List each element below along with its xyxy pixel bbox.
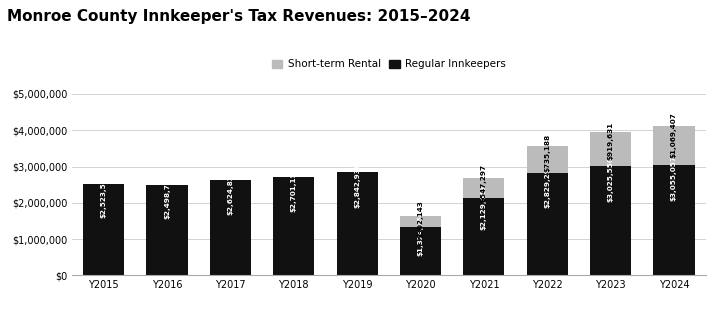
- Text: $1,069,407: $1,069,407: [671, 112, 677, 158]
- Bar: [526, 173, 568, 275]
- Bar: [526, 146, 568, 173]
- Text: $2,523,515: $2,523,515: [101, 172, 107, 218]
- Bar: [273, 177, 315, 275]
- Text: $2,701,157: $2,701,157: [291, 166, 297, 212]
- Bar: [590, 132, 631, 166]
- Text: $919,631: $919,631: [608, 121, 613, 160]
- Bar: [463, 198, 505, 275]
- Text: $2,498,758: $2,498,758: [164, 172, 170, 218]
- Text: $2,842,936: $2,842,936: [354, 162, 360, 208]
- Text: $735,188: $735,188: [544, 134, 550, 172]
- Text: $547,297: $547,297: [481, 164, 487, 202]
- Bar: [463, 178, 505, 198]
- Bar: [210, 180, 251, 275]
- Text: $302,143: $302,143: [418, 200, 423, 238]
- Bar: [83, 184, 125, 275]
- Bar: [653, 126, 695, 165]
- Legend: Short-term Rental, Regular Innkeepers: Short-term Rental, Regular Innkeepers: [268, 55, 510, 74]
- Bar: [336, 172, 378, 275]
- Text: $2,829,297: $2,829,297: [544, 162, 550, 208]
- Bar: [400, 216, 441, 227]
- Bar: [400, 227, 441, 275]
- Text: $2,624,829: $2,624,829: [228, 169, 233, 214]
- Text: Monroe County Innkeeper's Tax Revenues: 2015–2024: Monroe County Innkeeper's Tax Revenues: …: [7, 9, 471, 24]
- Bar: [590, 166, 631, 275]
- Text: $3,055,057: $3,055,057: [671, 155, 677, 201]
- Bar: [653, 165, 695, 275]
- Text: $3,025,550: $3,025,550: [608, 156, 613, 202]
- Text: $2,129,047: $2,129,047: [481, 185, 487, 230]
- Bar: [146, 185, 188, 275]
- Text: $1,324,768: $1,324,768: [418, 210, 423, 256]
